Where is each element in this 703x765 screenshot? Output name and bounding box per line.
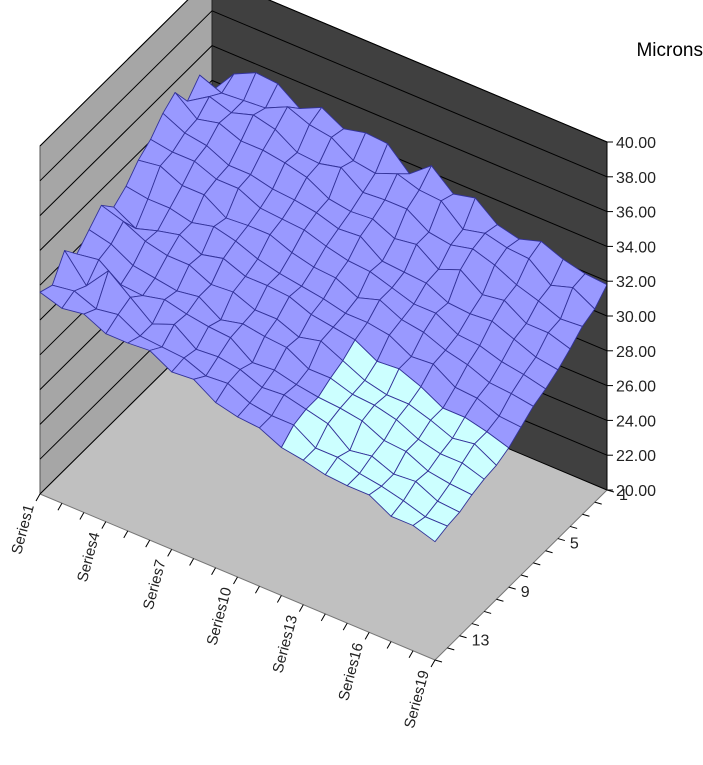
category-tick [434,659,443,663]
series-tick [320,613,326,622]
z-tick-label: 24.00 [616,413,656,430]
z-axis: 20.00 22.00 24.00 26.00 28.00 30.00 32.00 34.00… [606,135,656,500]
surface-mesh [39,72,608,543]
series-tick [57,502,63,511]
series-tick [276,595,282,603]
series-tick [386,641,392,649]
category-tick [520,574,529,578]
category-tick-label: 9 [521,584,530,601]
series-tick [408,650,414,659]
category-tick-label: 5 [570,536,579,553]
series-tick [211,567,216,576]
category-tick [594,501,602,505]
category-tick [545,550,553,554]
category-tick [533,562,541,566]
series-tick [145,539,151,548]
category-axis: 1 5 9 13 [434,487,628,663]
gridline [39,79,608,251]
gridline [39,0,608,147]
series-tick-label: Series13 [269,613,301,675]
series-tick [123,530,129,539]
series-tick [167,549,173,557]
surface-cell [412,516,448,543]
series-tick [35,493,41,502]
z-tick-label: 28.00 [616,344,656,361]
units-label: Microns [636,40,703,61]
series-tick-label: Series16 [335,641,367,703]
series-tick [430,659,436,668]
category-tick [582,513,590,517]
category-tick [484,610,492,614]
gridline [39,10,608,182]
z-tick-label: 36.00 [616,205,656,222]
series-tick-label: Series19 [401,669,433,731]
z-tick-label: 26.00 [616,379,656,396]
series-tick-label: Series7 [140,558,170,612]
series-tick [101,521,107,529]
category-tick-label: 13 [472,633,490,650]
series-tick [79,512,85,520]
z-tick-label: 20.00 [616,483,656,500]
series-tick [189,558,195,566]
series-tick-label: Series1 [8,503,38,557]
z-tick-label: 38.00 [616,170,656,187]
category-tick [496,598,504,602]
category-tick [459,635,467,639]
category-tick [606,489,615,493]
z-tick-label: 40.00 [616,135,656,152]
category-tick [447,647,455,651]
series-tick [233,576,238,585]
category-tick [471,623,479,627]
z-tick-label: 34.00 [616,239,656,256]
series-tick [364,632,370,640]
category-tick [570,525,578,529]
series-tick [298,604,304,612]
category-tick [508,586,516,590]
series-tick [342,622,348,631]
z-tick-label: 32.00 [616,274,656,291]
series-tick-label: Series4 [74,530,104,584]
z-tick-label: 30.00 [616,309,656,326]
category-tick-label: 1 [619,487,628,504]
category-tick [557,538,565,542]
gridline [39,45,608,216]
series-tick [255,585,260,594]
series-tick-label: Series10 [204,586,236,648]
z-tick-label: 22.00 [616,448,656,465]
